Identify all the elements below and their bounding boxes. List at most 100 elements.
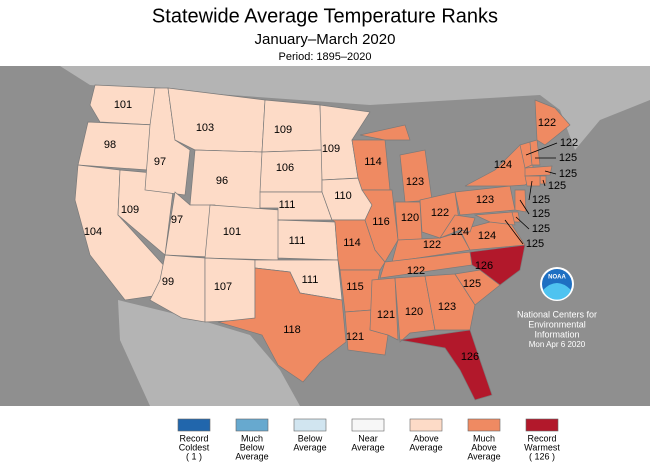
state-rank: 125 (548, 180, 566, 192)
legend-label: Average (351, 442, 384, 452)
state-rank: 122 (560, 137, 578, 149)
state (524, 165, 553, 177)
state-rank: 103 (196, 122, 214, 134)
legend-swatch (235, 418, 269, 432)
state-rank: 111 (302, 274, 319, 286)
state-rank: 124 (494, 159, 512, 171)
credit: National Centers forEnvironmentalInforma… (517, 309, 597, 349)
legend-label: Coldest (179, 442, 210, 452)
period: Period: 1895–2020 (279, 51, 372, 63)
state (424, 273, 476, 331)
state-rank: 99 (162, 276, 174, 288)
state-rank: 111 (289, 235, 306, 247)
subtitle: January–March 2020 (255, 31, 396, 48)
legend-swatch (525, 418, 559, 432)
state-rank: 126 (475, 260, 493, 272)
state-rank: 125 (559, 152, 577, 164)
state-rank: 124 (451, 226, 469, 238)
states (74, 84, 571, 401)
state-rank: 121 (377, 309, 395, 321)
state-rank: 106 (276, 162, 294, 174)
state-rank: 122 (407, 265, 425, 277)
state-rank: 109 (274, 124, 292, 136)
callout-line (525, 142, 558, 156)
legend-swatch (293, 418, 327, 432)
state-rank: 120 (405, 306, 423, 318)
state-rank: 122 (538, 117, 556, 129)
state (469, 244, 526, 286)
credit-line: Information (534, 329, 579, 339)
legend-label: Record (179, 433, 208, 443)
state-rank: 125 (526, 238, 544, 250)
state-rank: 98 (104, 139, 116, 151)
state-rank: 123 (406, 176, 424, 188)
state-rank: 97 (154, 156, 166, 168)
legend-label: Above (413, 433, 439, 443)
state (361, 189, 399, 263)
legend-label: Above (471, 442, 497, 452)
credit-line: National Centers for (517, 309, 597, 319)
state-rank: 114 (343, 237, 361, 249)
callout-line (542, 179, 546, 187)
state (369, 277, 399, 341)
state (534, 99, 571, 146)
legend-label: Average (409, 442, 442, 452)
state (529, 139, 541, 166)
state (204, 204, 281, 261)
legend-label: Average (235, 451, 268, 461)
state (359, 124, 411, 141)
state (399, 329, 493, 401)
state-rank: 125 (559, 168, 577, 180)
state-rank: 126 (461, 351, 479, 363)
legend-label: ( 126 ) (529, 451, 555, 461)
legend-label: ( 1 ) (186, 451, 202, 461)
state-rank: 125 (463, 278, 481, 290)
legend-swatch (177, 418, 211, 432)
state-rank: 114 (364, 156, 382, 168)
legend-label: Below (298, 433, 323, 443)
callouts: 101 98 104 109 97 103 96 97 101 99 107 109 106 111 111… (84, 99, 578, 363)
state (394, 275, 436, 343)
legend-label: Much (473, 433, 495, 443)
state-rank: 125 (532, 208, 550, 220)
state (459, 221, 526, 251)
state (391, 231, 471, 263)
state-rank: 123 (476, 194, 494, 206)
noaa-logo: NOAA (540, 267, 574, 301)
state-rank: 116 (372, 216, 390, 228)
callout-line (515, 216, 530, 230)
callout-line (528, 180, 533, 201)
state-rank: 104 (84, 226, 102, 238)
svg-text:NOAA: NOAA (548, 275, 566, 281)
state-rank: 118 (283, 324, 301, 336)
state-rank: 97 (171, 214, 183, 226)
state-rank: 125 (532, 223, 550, 235)
state-rank: 96 (216, 175, 228, 187)
state-rank: 109 (322, 143, 340, 155)
state (439, 214, 476, 239)
state-rank: 124 (478, 230, 496, 242)
legend-label: Below (240, 442, 265, 452)
canada (0, 66, 650, 150)
state-rank: 121 (346, 331, 364, 343)
callout-line (519, 199, 530, 215)
legend-label: Near (358, 433, 378, 443)
state-rank: 111 (279, 199, 296, 211)
state-rank: 109 (121, 204, 139, 216)
callout-line (544, 170, 557, 175)
state (217, 267, 347, 383)
legend-label: Average (467, 451, 500, 461)
state-rank: 115 (346, 281, 364, 293)
legend-swatch (351, 418, 385, 432)
legend-swatch (467, 418, 501, 432)
state (473, 211, 516, 226)
state (77, 121, 156, 171)
state-rank: 120 (401, 212, 419, 224)
credit-line: Environmental (528, 319, 586, 329)
legend-label: Record (527, 433, 556, 443)
state-rank: 101 (114, 99, 132, 111)
state (524, 175, 541, 187)
state-rank: 123 (438, 301, 456, 313)
